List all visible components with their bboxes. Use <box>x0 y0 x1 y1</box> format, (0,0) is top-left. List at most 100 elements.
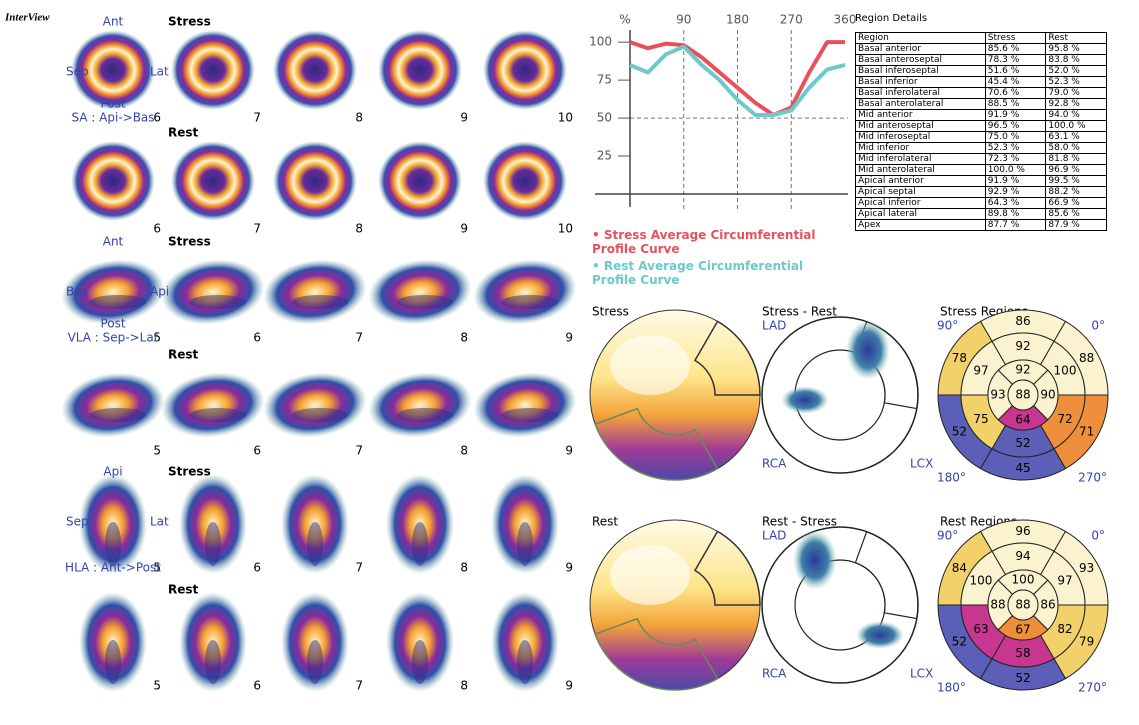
table-cell: Mid inferolateral <box>855 153 986 165</box>
view-axis-label: VLA : Sep->Lat <box>68 331 159 345</box>
table-cell: 79.0 % <box>1045 87 1107 99</box>
slice-number: 6 <box>253 331 261 345</box>
difference-title: Stress - Rest <box>762 305 837 319</box>
difference-blob <box>781 386 829 414</box>
region-value: 45 <box>1015 461 1030 475</box>
table-row: Basal anterior 85.6 % 95.8 % <box>855 43 1107 55</box>
y-tick-label: 75 <box>597 73 612 87</box>
table-cell: 94.0 % <box>1045 109 1107 121</box>
slice-cavity <box>105 522 121 566</box>
slice-image <box>273 141 357 221</box>
table-row: Mid inferior 52.3 % 58.0 % <box>855 142 1107 154</box>
region-value: 97 <box>973 363 988 377</box>
slice-number: 8 <box>460 444 468 458</box>
table-cell: 88.2 % <box>1045 186 1107 198</box>
slice-number: 8 <box>460 561 468 575</box>
table-cell: 92.9 % <box>984 186 1047 198</box>
slice-image <box>473 259 577 325</box>
y-unit: % <box>619 13 630 27</box>
slice-cavity <box>190 408 246 422</box>
header-cell: Stress <box>984 32 1047 44</box>
angle-label: 270° <box>1078 471 1107 485</box>
table-row: Apical lateral 89.8 % 85.6 % <box>855 208 1107 220</box>
table-row: Mid anterolateral 100.0 % 96.9 % <box>855 164 1107 176</box>
table-row: Apical septal 92.9 % 88.2 % <box>855 186 1107 198</box>
slice-image <box>263 372 367 438</box>
region-value: 64 <box>1015 413 1030 427</box>
table-row: Apical anterior 91.9 % 99.5 % <box>855 175 1107 187</box>
slice-image <box>368 259 472 325</box>
slice-number: 6 <box>153 111 161 125</box>
table-cell: 96.9 % <box>1045 164 1107 176</box>
orientation-label: Lat <box>150 515 169 529</box>
table-cell: 78.3 % <box>984 54 1047 66</box>
slice-number: 8 <box>355 111 363 125</box>
region-value: 88 <box>1015 388 1030 402</box>
table-cell: Basal anterolateral <box>855 98 986 110</box>
slice-cavity <box>517 522 533 566</box>
slice-image <box>473 372 577 438</box>
table-row: Mid anteroseptal 96.5 % 100.0 % <box>855 120 1107 132</box>
difference-map <box>761 526 919 684</box>
table-row: Mid inferolateral 72.3 % 81.8 % <box>855 153 1107 165</box>
angle-label: 90° <box>937 529 958 543</box>
orientation-label: Post <box>100 317 125 331</box>
table-cell: Mid inferoseptal <box>855 131 986 143</box>
table-row: Basal anteroseptal 78.3 % 83.8 % <box>855 54 1107 66</box>
row-label: Stress <box>168 465 211 479</box>
table-cell: Basal inferoseptal <box>855 65 986 77</box>
table-row: Mid anterior 91.9 % 94.0 % <box>855 109 1107 121</box>
table-cell: Basal inferior <box>855 76 986 88</box>
territory-label: LAD <box>762 529 786 543</box>
slice-number: 7 <box>355 679 363 693</box>
x-tick-label: 360 <box>834 13 857 27</box>
table-cell: 100.0 % <box>984 164 1047 176</box>
region-value: 100 <box>970 573 993 587</box>
orientation-label: Ant <box>103 15 124 29</box>
slice-number: 9 <box>460 111 468 125</box>
orientation-label: Bas <box>66 285 88 299</box>
y-tick-label: 50 <box>597 111 612 125</box>
table-row: Apical inferior 64.3 % 66.9 % <box>855 197 1107 209</box>
slice-image <box>61 259 165 325</box>
table-cell: 75.0 % <box>984 131 1047 143</box>
region-value: 84 <box>952 561 967 575</box>
table-cell: 85.6 % <box>1045 208 1107 220</box>
territory-label: RCA <box>762 667 787 681</box>
orientation-label: Api <box>103 465 122 479</box>
slice-cavity <box>307 522 323 566</box>
region-value: 93 <box>990 388 1005 402</box>
slice-image <box>171 30 255 110</box>
legend-entry: • Rest Average Circumferential Profile C… <box>592 259 842 287</box>
map-title: Stress <box>592 305 629 319</box>
table-cell: 91.9 % <box>984 175 1047 187</box>
slice-number: 10 <box>558 222 573 236</box>
table-cell: Basal anteroseptal <box>855 54 986 66</box>
region-value: 100 <box>1054 363 1077 377</box>
slice-number: 7 <box>355 444 363 458</box>
slice-number: 9 <box>565 331 573 345</box>
table-cell: Basal anterior <box>855 43 986 55</box>
table-cell: 92.8 % <box>1045 98 1107 110</box>
table-cell: 63.1 % <box>1045 131 1107 143</box>
region-value: 82 <box>1057 622 1072 636</box>
slice-number: 9 <box>460 222 468 236</box>
slice-cavity <box>502 295 558 309</box>
region-value: 97 <box>1057 573 1072 587</box>
table-row: Basal anterolateral 88.5 % 92.8 % <box>855 98 1107 110</box>
table-row: Basal inferior 45.4 % 52.3 % <box>855 76 1107 88</box>
table-row: Basal inferoseptal 51.6 % 52.0 % <box>855 65 1107 77</box>
table-cell: Mid anteroseptal <box>855 120 986 132</box>
angle-label: 270° <box>1078 681 1107 695</box>
slice-image <box>71 30 155 110</box>
territory-label: LAD <box>762 319 786 333</box>
table-cell: 91.9 % <box>984 109 1047 121</box>
x-tick-label: 180 <box>726 13 749 27</box>
region-value: 100 <box>1012 573 1035 587</box>
orientation-label: Api <box>150 285 169 299</box>
table-cell: Apical septal <box>855 186 986 198</box>
slice-number: 5 <box>153 331 161 345</box>
logo: InterView <box>4 12 50 24</box>
view-axis-label: HLA : Ant->Post <box>65 561 161 575</box>
